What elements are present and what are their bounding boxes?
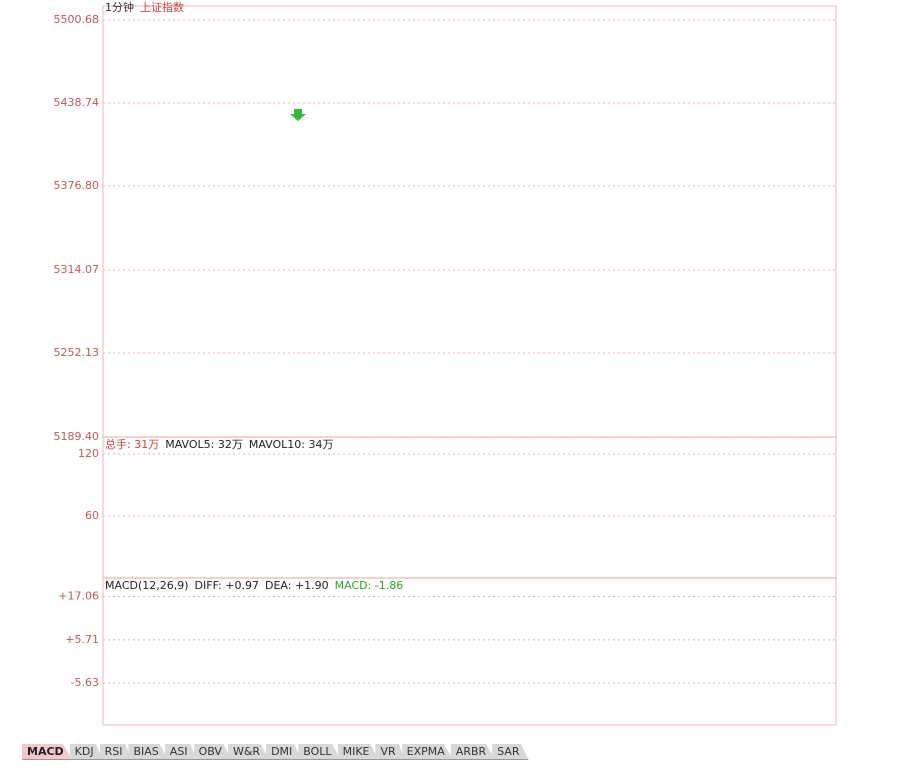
y-tick-label: -5.63 bbox=[71, 676, 99, 689]
panel-header: MAVOL5: 32万 bbox=[165, 438, 243, 451]
indicator-tab[interactable]: VR bbox=[375, 744, 405, 760]
indicator-tab[interactable]: W&R bbox=[227, 744, 270, 760]
y-tick-label: 60 bbox=[85, 509, 99, 522]
indicator-tab[interactable]: MACD bbox=[22, 744, 73, 760]
y-tick-label: 5252.13 bbox=[54, 346, 100, 359]
indicator-tab[interactable]: EXPMA bbox=[401, 744, 454, 760]
y-tick-label: +5.71 bbox=[65, 633, 99, 646]
indicator-tab[interactable]: MIKE bbox=[337, 744, 379, 760]
y-tick-label: 5438.74 bbox=[54, 96, 100, 109]
panel-header: MAVOL10: 34万 bbox=[249, 438, 334, 451]
indicator-tab[interactable]: ASI bbox=[164, 744, 197, 760]
indicator-tab[interactable]: OBV bbox=[193, 744, 231, 760]
signal-arrow bbox=[290, 109, 306, 121]
y-tick-label: 120 bbox=[78, 447, 99, 460]
y-tick-label: 5314.07 bbox=[54, 263, 100, 276]
indicator-tab[interactable]: ARBR bbox=[450, 744, 496, 760]
y-tick-label: 5189.40 bbox=[54, 430, 100, 443]
panel-header: MACD: -1.86 bbox=[335, 579, 404, 592]
frame bbox=[102, 5, 837, 726]
indicator-tabs: MACD KDJ RSI BIAS ASI OBV W&R DMI BOLL MIKE VR EXPM… bbox=[22, 744, 529, 760]
panel-header: 总手: 31万 bbox=[105, 437, 159, 451]
panel-header: 1分钟 bbox=[105, 0, 134, 14]
indicator-tab[interactable]: KDJ bbox=[69, 744, 103, 760]
y-tick-label: +17.06 bbox=[58, 589, 99, 602]
panel-header: MACD(12,26,9) bbox=[105, 579, 189, 592]
panel-header: 上证指数 bbox=[140, 0, 184, 14]
indicator-tab[interactable]: BOLL bbox=[298, 744, 341, 760]
panel-header: DEA: +1.90 bbox=[265, 579, 329, 592]
indicator-tab[interactable]: RSI bbox=[99, 744, 132, 760]
y-tick-label: 5500.68 bbox=[54, 13, 100, 26]
indicator-tab[interactable]: DMI bbox=[266, 744, 302, 760]
indicator-tab[interactable]: SAR bbox=[492, 744, 529, 760]
panel-header: DIFF: +0.97 bbox=[195, 579, 259, 592]
indicator-tab[interactable]: BIAS bbox=[128, 744, 168, 760]
y-tick-label: 5376.80 bbox=[54, 179, 100, 192]
